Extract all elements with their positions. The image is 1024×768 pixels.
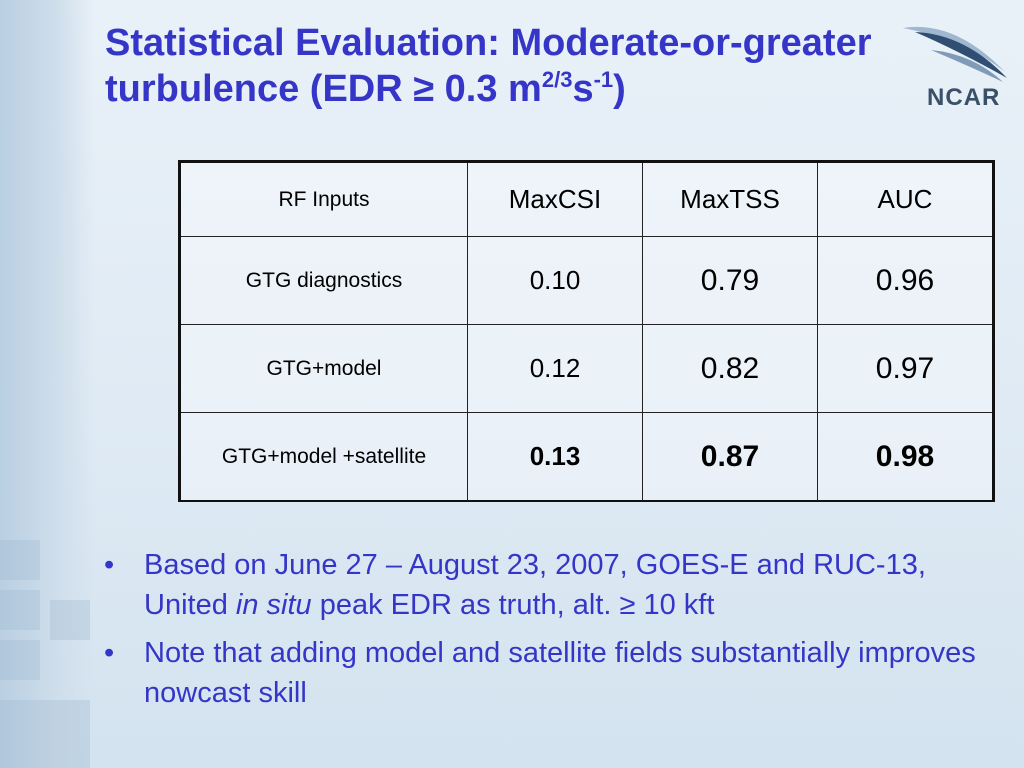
title-mid: s [572,68,594,110]
background-left-band [0,0,95,768]
background-block [0,590,40,630]
title-sup2: -1 [593,67,614,92]
background-block [0,640,40,680]
bullet-text: Based on June 27 – August 23, 2007, GOES… [144,549,926,621]
cell-auc: 0.96 [817,236,994,325]
table-row: GTG+model +satellite 0.13 0.87 0.98 [179,412,994,502]
bullet-list: • Based on June 27 – August 23, 2007, GO… [104,545,984,721]
ncar-swoosh-icon [903,26,1007,82]
background-block [50,600,90,640]
ncar-logo-text: NCAR [927,84,1001,111]
cell-maxtss: 0.87 [642,412,818,502]
cell-maxcsi: 0.13 [467,412,643,502]
bullet-item: • Based on June 27 – August 23, 2007, GO… [104,545,984,625]
row-label: GTG+model [179,324,468,413]
table-row: GTG diagnostics 0.10 0.79 0.96 [179,236,994,325]
table-header-row: RF Inputs MaxCSI MaxTSS AUC [179,161,994,237]
bullet-dot-icon: • [104,549,115,581]
background-block [0,540,40,580]
row-label: GTG+model +satellite [179,412,468,502]
title-main: Statistical Evaluation: Moderate-or-grea… [105,22,872,110]
slide-title: Statistical Evaluation: Moderate-or-grea… [105,20,905,112]
table-row: GTG+model 0.12 0.82 0.97 [179,324,994,413]
cell-maxtss: 0.79 [642,236,818,325]
background-block [0,700,90,768]
cell-auc: 0.97 [817,324,994,413]
bullet-dot-icon: • [104,637,115,669]
header-auc: AUC [817,161,994,237]
cell-maxcsi: 0.10 [467,236,643,325]
header-maxtss: MaxTSS [642,161,818,237]
cell-maxcsi: 0.12 [467,324,643,413]
header-rf-inputs: RF Inputs [179,161,468,237]
bullet-item: • Note that adding model and satellite f… [104,633,984,713]
ncar-logo: NCAR [895,20,1015,120]
cell-maxtss: 0.82 [642,324,818,413]
title-sup1: 2/3 [541,67,573,92]
cell-auc: 0.98 [817,412,994,502]
row-label: GTG diagnostics [179,236,468,325]
header-maxcsi: MaxCSI [467,161,643,237]
stats-table: RF Inputs MaxCSI MaxTSS AUC GTG diagnost… [178,160,995,502]
title-end: ) [613,68,626,110]
bullet-text: Note that adding model and satellite fie… [144,637,976,709]
